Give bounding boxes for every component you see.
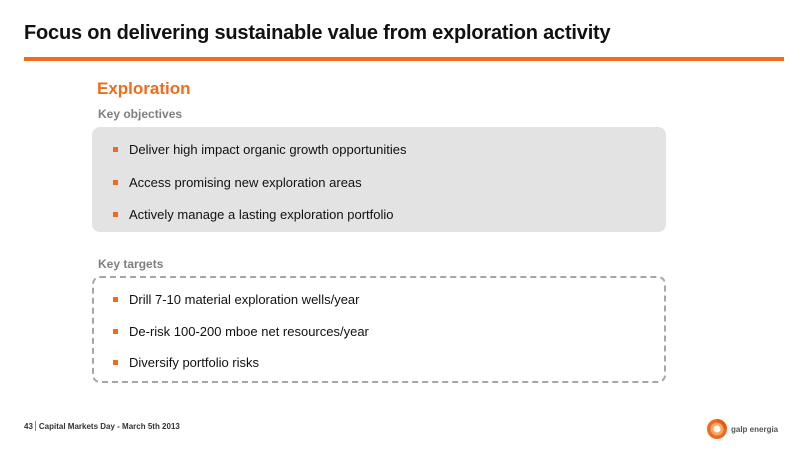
target-text: Diversify portfolio risks [129, 354, 260, 370]
objective-item: Access promising new exploration areas [92, 173, 362, 191]
bullet-icon [113, 296, 118, 302]
footer: 43 Capital Markets Day - March 5th 2013 [24, 421, 180, 431]
bullet-icon [113, 328, 118, 334]
objective-item: Actively manage a lasting exploration po… [92, 205, 393, 223]
bullet-icon [113, 179, 118, 185]
page-number: 43 [24, 421, 33, 431]
key-targets-label: Key targets [98, 257, 164, 271]
footer-separator [34, 421, 36, 431]
key-objectives-label: Key objectives [98, 107, 183, 121]
slide-title: Focus on delivering sustainable value fr… [24, 22, 611, 44]
section-heading: Exploration [97, 79, 191, 98]
target-item: Diversify portfolio risks [94, 353, 259, 371]
objective-text: Deliver high impact organic growth oppor… [129, 141, 407, 157]
target-item: De-risk 100-200 mboe net resources/year [94, 322, 369, 340]
bullet-icon [113, 359, 118, 365]
objective-text: Actively manage a lasting exploration po… [129, 206, 394, 222]
key-targets-box: Drill 7-10 material exploration wells/ye… [92, 276, 666, 383]
galp-energia-logo-icon [707, 419, 727, 439]
target-text: Drill 7-10 material exploration wells/ye… [129, 291, 360, 307]
logo-wordmark: galp energia [731, 424, 779, 434]
bullet-icon [113, 211, 118, 217]
title-underline-rule [24, 57, 784, 61]
company-logo: galp energia [706, 418, 778, 440]
key-objectives-box: Deliver high impact organic growth oppor… [92, 127, 666, 232]
bullet-icon [113, 146, 118, 152]
objective-item: Deliver high impact organic growth oppor… [92, 140, 406, 158]
objective-text: Access promising new exploration areas [129, 174, 362, 190]
footer-text: Capital Markets Day - March 5th 2013 [38, 421, 180, 431]
target-item: Drill 7-10 material exploration wells/ye… [94, 290, 359, 308]
target-text: De-risk 100-200 mboe net resources/year [129, 323, 369, 339]
